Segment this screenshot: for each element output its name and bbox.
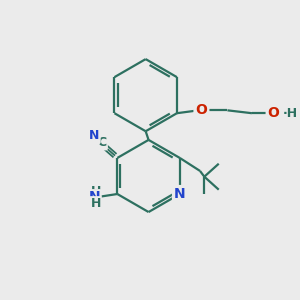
Text: C: C (97, 136, 106, 148)
Text: O: O (196, 103, 207, 117)
Text: O: O (268, 106, 280, 120)
Text: ·H: ·H (283, 107, 298, 120)
Text: N: N (88, 190, 100, 205)
Text: N: N (174, 187, 186, 201)
Text: N: N (88, 129, 99, 142)
Text: H: H (91, 184, 101, 198)
Text: H: H (91, 197, 101, 210)
